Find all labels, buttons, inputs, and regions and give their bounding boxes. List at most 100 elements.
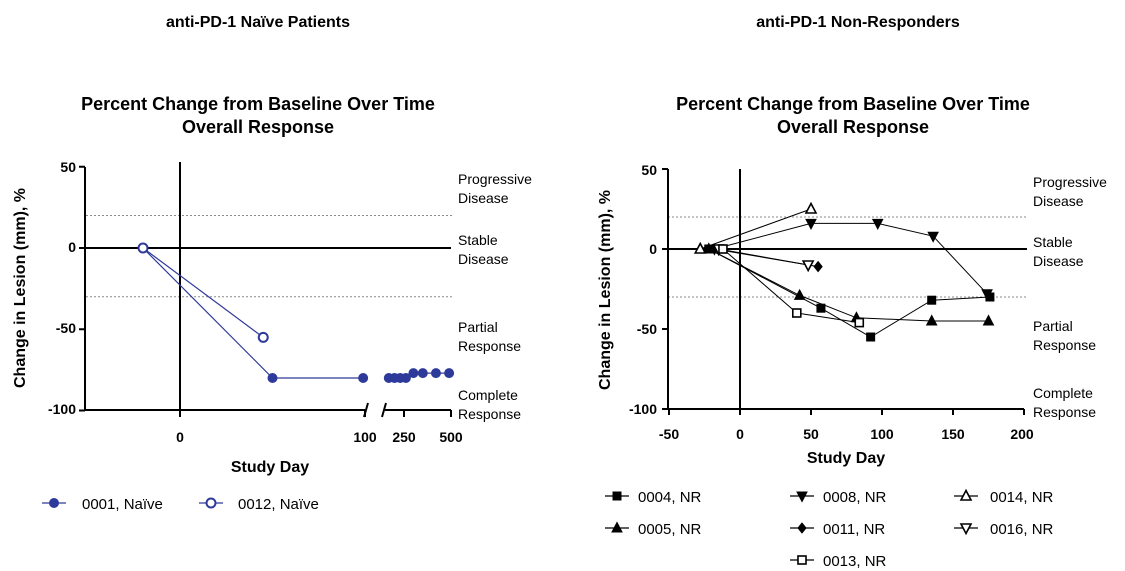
data-point bbox=[866, 332, 876, 342]
right-legend-label: 0011, NR bbox=[823, 521, 885, 538]
left-y-tick-label: 0 bbox=[68, 239, 76, 255]
data-point bbox=[925, 314, 938, 326]
zone-label-complete: Response bbox=[458, 406, 521, 422]
right-y-axis-title: Change in Lesion (mm), % bbox=[597, 190, 614, 390]
left-axis-break-mark bbox=[363, 402, 369, 418]
left-x-tick-label: 100 bbox=[353, 429, 377, 445]
left-legend-label: 0012, Naïve bbox=[238, 496, 319, 513]
left-x-tick-label: 250 bbox=[392, 429, 416, 445]
right-x-tick-label: 150 bbox=[941, 426, 965, 442]
zone-label-stable: Disease bbox=[1033, 253, 1084, 269]
right-y-tick-label: -100 bbox=[629, 401, 657, 417]
left-axis-break-mark bbox=[381, 402, 387, 418]
data-point bbox=[927, 295, 937, 305]
right-chart-title-line-2: Overall Response bbox=[777, 117, 929, 137]
data-point bbox=[400, 373, 411, 383]
data-point bbox=[854, 317, 865, 328]
data-point bbox=[804, 201, 818, 214]
data-point bbox=[805, 218, 817, 230]
data-point bbox=[801, 260, 815, 273]
data-point bbox=[927, 231, 939, 243]
left-panel: anti-PD-1 Naïve Patients Percent Change … bbox=[12, 14, 532, 513]
data-point bbox=[417, 368, 428, 379]
left-x-axis-title: Study Day bbox=[231, 459, 309, 476]
data-point bbox=[871, 218, 884, 230]
zone-label-progressive: Progressive bbox=[1033, 174, 1107, 190]
zone-label-progressive: Progressive bbox=[458, 171, 532, 187]
zone-label-complete: Complete bbox=[1033, 385, 1093, 401]
data-point bbox=[358, 373, 369, 383]
right-chart-title-line-1: Percent Change from Baseline Over Time bbox=[676, 94, 1030, 114]
legend-marker bbox=[49, 498, 59, 508]
data-point bbox=[793, 288, 806, 300]
legend-marker bbox=[612, 491, 622, 501]
zone-label-partial: Response bbox=[1033, 337, 1096, 353]
zone-label-complete: Complete bbox=[458, 387, 518, 403]
legend-marker bbox=[959, 488, 973, 501]
right-panel-heading: anti-PD-1 Non-Responders bbox=[756, 14, 960, 31]
zone-label-stable: Disease bbox=[458, 251, 509, 267]
data-point bbox=[444, 368, 455, 379]
data-point bbox=[982, 314, 995, 326]
right-x-axis-title: Study Day bbox=[807, 450, 885, 467]
data-point bbox=[408, 368, 419, 379]
right-x-tick-label: 200 bbox=[1010, 426, 1034, 442]
data-point bbox=[137, 242, 149, 254]
chart-plot-layer bbox=[42, 162, 1027, 565]
right-legend-label: 0014, NR bbox=[990, 489, 1054, 506]
zone-label-stable: Stable bbox=[458, 232, 498, 248]
zone-label-complete: Response bbox=[1033, 404, 1096, 420]
right-y-tick-label: 50 bbox=[641, 162, 657, 178]
left-y-axis-title: Change in Lesion (mm), % bbox=[12, 188, 29, 388]
zone-label-partial: Response bbox=[458, 338, 521, 354]
zone-label-stable: Stable bbox=[1033, 234, 1073, 250]
data-point bbox=[981, 289, 993, 301]
right-legend-label: 0008, NR bbox=[823, 489, 887, 506]
legend-marker bbox=[796, 491, 808, 503]
right-x-tick-label: 50 bbox=[803, 426, 819, 442]
left-x-tick-label: 0 bbox=[176, 429, 184, 445]
left-chart-title-line-2: Overall Response bbox=[182, 117, 334, 137]
left-panel-heading: anti-PD-1 Naïve Patients bbox=[166, 14, 350, 31]
zone-label-progressive: Disease bbox=[1033, 193, 1084, 209]
series-line bbox=[708, 248, 990, 338]
right-panel: anti-PD-1 Non-Responders Percent Change … bbox=[597, 14, 1107, 570]
zone-label-partial: Partial bbox=[1033, 318, 1073, 334]
right-x-tick-label: 0 bbox=[736, 426, 744, 442]
legend-marker bbox=[797, 522, 807, 534]
series-line bbox=[142, 247, 364, 379]
legend-marker bbox=[959, 523, 973, 536]
left-x-tick-label: 500 bbox=[439, 429, 463, 445]
right-y-tick-label: 0 bbox=[649, 241, 657, 257]
legend-marker bbox=[797, 555, 807, 565]
series-line bbox=[142, 247, 264, 338]
data-point bbox=[718, 244, 728, 254]
left-y-tick-label: 50 bbox=[60, 159, 76, 175]
data-point bbox=[257, 331, 269, 343]
left-y-tick-label: -100 bbox=[48, 401, 76, 417]
data-point bbox=[693, 241, 707, 254]
right-legend-label: 0005, NR bbox=[638, 521, 702, 538]
right-x-tick-label: 100 bbox=[870, 426, 894, 442]
legend-marker bbox=[611, 521, 623, 533]
series-line bbox=[714, 222, 988, 295]
data-point bbox=[267, 373, 278, 383]
legend-marker bbox=[205, 497, 217, 509]
zone-label-progressive: Disease bbox=[458, 190, 509, 206]
left-legend-label: 0001, Naïve bbox=[82, 496, 163, 513]
zone-label-partial: Partial bbox=[458, 319, 498, 335]
series-line bbox=[722, 248, 860, 324]
right-legend-label: 0016, NR bbox=[990, 521, 1054, 538]
right-legend-label: 0013, NR bbox=[823, 553, 887, 570]
right-y-tick-label: -50 bbox=[637, 321, 657, 337]
data-point bbox=[813, 260, 823, 273]
right-x-tick-label: -50 bbox=[659, 426, 679, 442]
data-point bbox=[791, 308, 802, 318]
data-point bbox=[430, 368, 441, 379]
left-y-tick-label: -50 bbox=[56, 320, 76, 336]
left-chart-title-line-1: Percent Change from Baseline Over Time bbox=[81, 94, 435, 114]
series-line bbox=[718, 248, 809, 266]
series-line bbox=[700, 208, 812, 250]
right-legend-label: 0004, NR bbox=[638, 489, 702, 506]
